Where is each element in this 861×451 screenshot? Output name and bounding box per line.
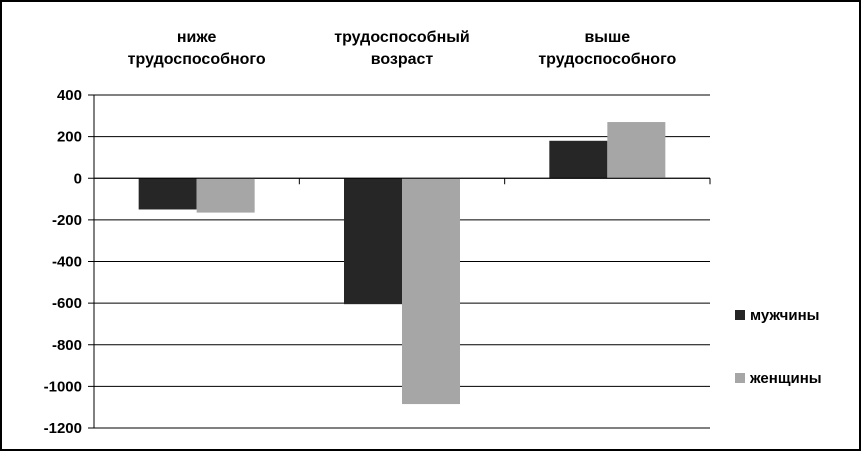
- y-tick-label: -800: [52, 337, 82, 354]
- category-label: трудоспособный возраст: [334, 29, 469, 68]
- y-tick-label: -1000: [44, 378, 82, 395]
- category-label: ниже трудоспособного: [128, 29, 266, 68]
- y-tick-label: -600: [52, 295, 82, 312]
- y-tick-label: 200: [57, 129, 82, 146]
- category-label: выше трудоспособного: [538, 29, 676, 68]
- category-label-line: трудоспособный: [334, 29, 469, 46]
- zero-axis: [93, 177, 711, 185]
- y-tick-labels: 400 200 0 -200 -400 -600 -800 -1000 -1200: [44, 87, 82, 437]
- legend-label: женщины: [749, 370, 822, 387]
- y-tick-label: -400: [52, 254, 82, 271]
- category-label-line: выше: [584, 29, 630, 46]
- bar-female-1: [402, 178, 460, 405]
- bar-male-0: [138, 178, 197, 210]
- y-tick-label: -200: [52, 212, 82, 229]
- y-axis: [88, 94, 95, 429]
- category-label-line: возраст: [371, 51, 434, 68]
- legend-swatch: [735, 373, 745, 383]
- bar-female-2: [607, 122, 666, 179]
- legend: мужчины женщины: [735, 307, 822, 387]
- bar-female-0: [196, 178, 255, 213]
- category-label-line: ниже: [177, 29, 217, 46]
- category-label-line: трудоспособного: [128, 51, 266, 68]
- y-tick-label: -1200: [44, 420, 82, 437]
- y-tick-label: 400: [57, 87, 82, 104]
- bars: [138, 122, 666, 405]
- category-labels: ниже трудоспособного трудоспособный возраст…: [128, 29, 677, 68]
- legend-label: мужчины: [750, 307, 820, 324]
- category-label-line: трудоспособного: [538, 51, 676, 68]
- legend-swatch: [735, 310, 745, 320]
- bar-male-2: [549, 140, 608, 179]
- bar-male-1: [344, 178, 402, 305]
- y-tick-label: 0: [74, 170, 82, 187]
